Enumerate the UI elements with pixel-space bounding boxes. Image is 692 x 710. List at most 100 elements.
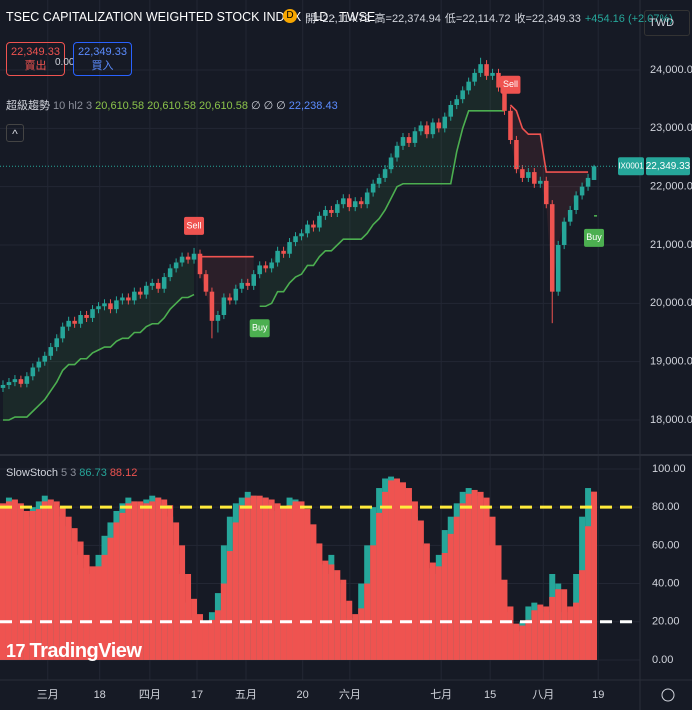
- logo-text: TradingView: [29, 640, 142, 662]
- candle-body: [281, 250, 286, 254]
- quote-item: 收=22,349.33: [514, 13, 581, 25]
- y-tick-label: 23,000.00: [650, 122, 692, 134]
- candle-body: [173, 262, 179, 269]
- candle-body: [311, 224, 316, 228]
- y-tick-label: 22,000.00: [650, 181, 692, 193]
- readout: 20,610.58: [147, 100, 197, 112]
- candle-body: [358, 201, 364, 205]
- stoch-bar: [579, 570, 586, 660]
- collapse-button[interactable]: ^: [6, 124, 24, 142]
- buy-button[interactable]: 22,349.33 買入: [73, 42, 132, 76]
- stoch-bar: [214, 610, 221, 660]
- candle-body: [448, 105, 454, 117]
- candle-body: [376, 177, 382, 184]
- candle-body: [508, 110, 513, 140]
- stoch-bar: [0, 503, 6, 660]
- candle-body: [406, 137, 412, 143]
- candle-body: [102, 303, 107, 307]
- stoch-bar: [304, 509, 311, 660]
- candle-body: [12, 379, 18, 383]
- stoch-bar: [334, 570, 341, 660]
- readout: ∅: [263, 100, 274, 112]
- currency-select[interactable]: TWD: [644, 10, 690, 36]
- stoch-bar: [268, 499, 275, 660]
- candle-body: [335, 204, 340, 213]
- candle-body: [78, 315, 83, 324]
- candle-body: [96, 306, 101, 310]
- candle-body: [478, 64, 483, 73]
- stoch-bar: [262, 497, 269, 660]
- stoch-bar: [394, 478, 400, 660]
- candle-body: [555, 245, 561, 292]
- candle-body: [209, 291, 215, 321]
- x-tick-label: 四月: [139, 689, 161, 701]
- stoch-bar: [298, 501, 305, 660]
- candle-body: [227, 297, 233, 301]
- stoch-bar: [519, 625, 526, 660]
- candle-body: [185, 256, 191, 260]
- stoch-bar: [65, 516, 72, 660]
- candle-body: [442, 116, 448, 129]
- stoch-bar: [400, 482, 406, 660]
- stoch-bar: [226, 551, 233, 660]
- stoch-bar: [5, 501, 12, 660]
- candle-body: [239, 282, 245, 289]
- stoch-bar: [53, 501, 60, 660]
- stoch-bar: [280, 507, 287, 660]
- y-tick-label: 19,000.00: [650, 356, 692, 368]
- candle-body: [54, 338, 59, 348]
- candle-body: [120, 297, 125, 301]
- stoch-bar: [429, 562, 436, 660]
- y-tick-label: 80.00: [652, 501, 680, 513]
- stoch-bar: [555, 589, 562, 660]
- stoch-bar: [310, 524, 317, 660]
- stoch-bar: [495, 545, 502, 660]
- logo: 17 TradingView: [6, 640, 142, 662]
- candle-body: [221, 297, 227, 315]
- stoch-bar: [531, 610, 538, 660]
- stoch-bar: [125, 503, 132, 660]
- quote: 開=22,114.72 高=22,374.94 低=22,114.72 收=22,34…: [305, 10, 677, 26]
- x-tick-label: 18: [94, 689, 106, 701]
- signal-box: [249, 319, 270, 338]
- stoch-bar: [370, 545, 377, 660]
- y-tick-label: 18,000.00: [650, 414, 692, 426]
- signal-box: [584, 228, 605, 247]
- trend-fill: [510, 105, 589, 292]
- quote-item: 高=22,374.94: [374, 13, 441, 25]
- stoch-bar: [101, 554, 108, 660]
- stoch-bar: [567, 606, 574, 660]
- candle-body: [490, 72, 495, 76]
- candle-body: [329, 210, 334, 213]
- candle-body: [526, 172, 531, 178]
- stoch-bar: [525, 619, 532, 660]
- sell-button[interactable]: 22,349.33 賣出: [6, 42, 65, 76]
- candle-body: [6, 382, 12, 385]
- spread: 0.00: [55, 57, 75, 68]
- candle-body: [585, 177, 591, 187]
- stoch-bar: [507, 606, 514, 660]
- buy-price: 22,349.33: [78, 46, 127, 58]
- x-tick-label: 三月: [37, 689, 59, 701]
- signal-label: Sell: [503, 79, 518, 89]
- candle-body: [251, 274, 256, 286]
- stoch-bar: [244, 497, 251, 660]
- stoch-bar: [352, 614, 359, 660]
- x-tick-label: 19: [592, 689, 604, 701]
- x-tick-label: 八月: [532, 689, 554, 701]
- x-tick-label: 20: [297, 689, 309, 701]
- y-tick-label: 100.00: [652, 463, 686, 475]
- stoch-bar: [23, 510, 30, 660]
- stoch-bar: [292, 501, 299, 660]
- stoch-bar: [328, 564, 335, 660]
- symbol-title[interactable]: TSEC CAPITALIZATION WEIGHTED STOCK INDEX…: [6, 10, 376, 24]
- y-tick-label: 24,000.00: [650, 64, 692, 76]
- stoch-bar: [250, 495, 257, 660]
- readout: 20,610.58: [199, 100, 248, 112]
- supertrend-line: [509, 104, 589, 173]
- candle-body: [454, 99, 459, 105]
- stoch-bar: [465, 493, 472, 660]
- y-tick-label: 20.00: [652, 616, 680, 628]
- stoch-bar: [256, 495, 263, 660]
- candle-body: [502, 87, 507, 111]
